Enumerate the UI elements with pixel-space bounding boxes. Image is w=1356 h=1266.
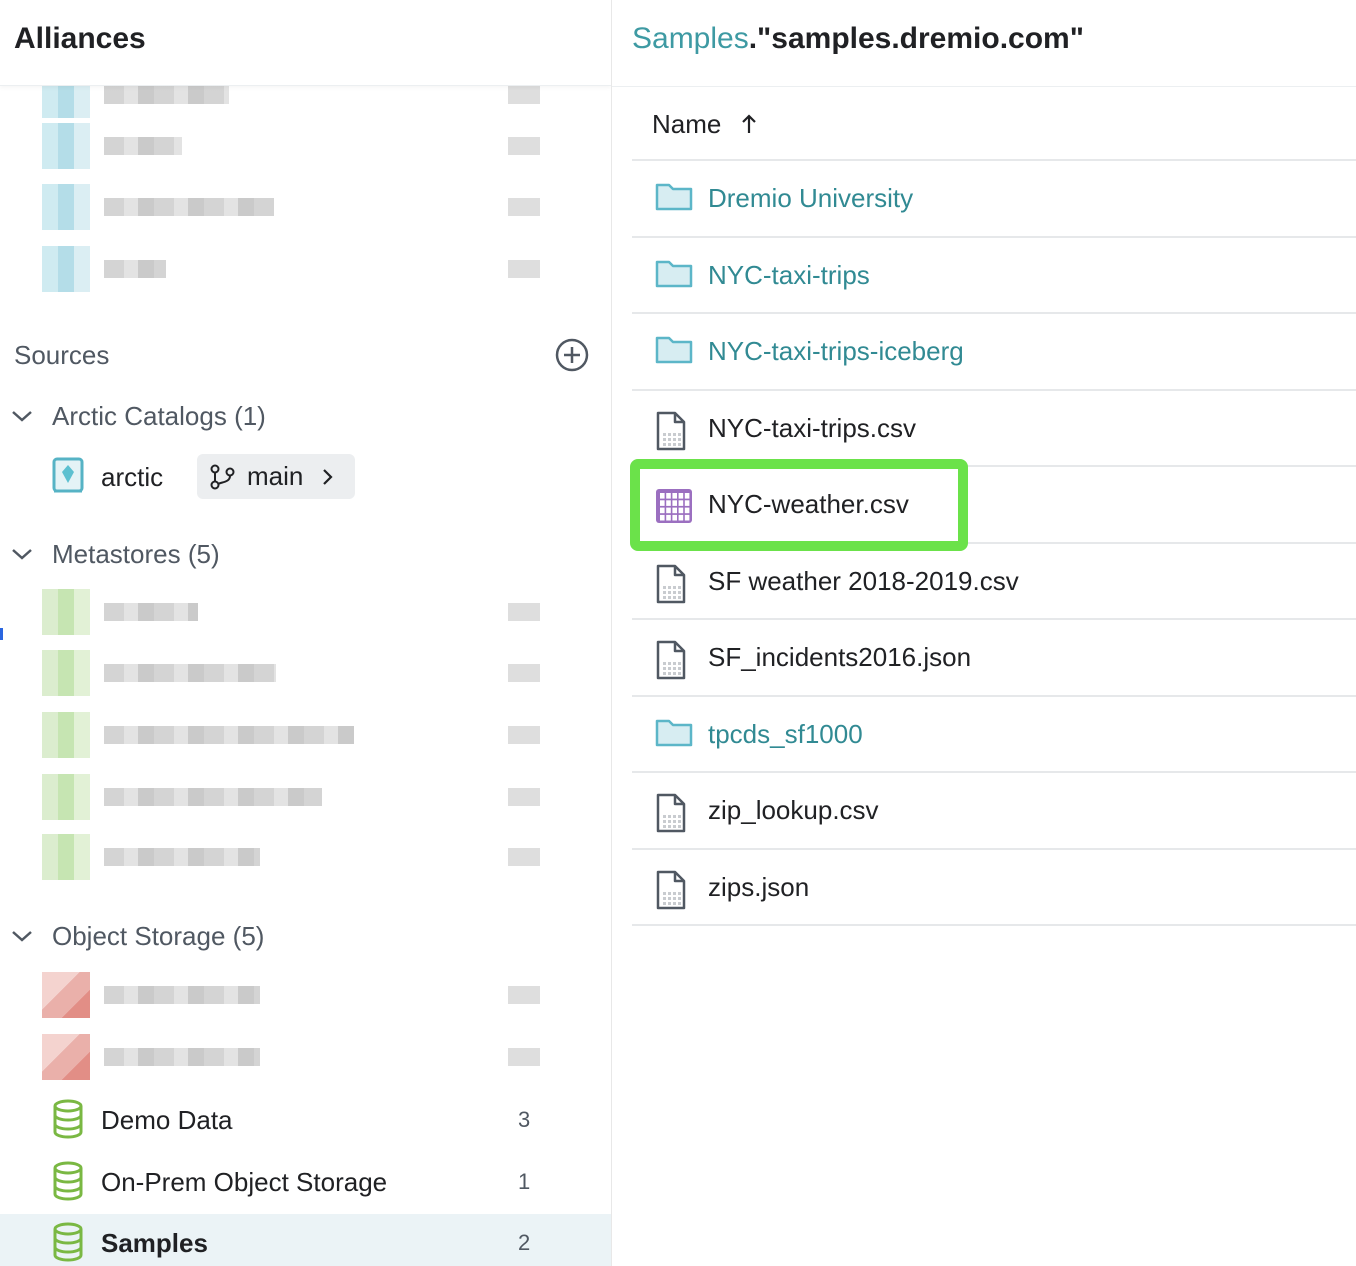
group-label: Object Storage (5)	[52, 921, 265, 951]
sidebar: Alliances Sources Arctic Catalogs (1) ar…	[0, 0, 612, 1266]
row-name[interactable]: NYC-taxi-trips-iceberg	[708, 336, 964, 366]
folder-icon	[654, 334, 694, 371]
file-icon	[654, 793, 688, 838]
source-name: On-Prem Object Storage	[101, 1166, 388, 1197]
redacted-item[interactable]	[42, 972, 562, 1018]
source-item[interactable]: On-Prem Object Storage 1	[0, 1153, 611, 1211]
dataset-table-icon	[654, 487, 694, 530]
scroll-marker	[0, 628, 3, 640]
table-header: Name	[632, 87, 1356, 161]
redacted-item[interactable]	[42, 1034, 562, 1080]
source-count: 1	[518, 1168, 531, 1194]
table-row[interactable]: NYC-weather.csv	[632, 467, 1356, 544]
add-source-button[interactable]	[555, 338, 589, 372]
arctic-catalog-name[interactable]: arctic	[101, 462, 164, 492]
redacted-item[interactable]	[42, 184, 562, 230]
table-row[interactable]: zips.json	[632, 850, 1356, 926]
database-icon	[52, 1161, 84, 1206]
redacted-item[interactable]	[42, 246, 562, 292]
sources-heading: Sources	[14, 340, 110, 370]
table-row[interactable]: zip_lookup.csv	[632, 773, 1356, 850]
divider	[612, 86, 1356, 87]
group-arctic-catalogs[interactable]: Arctic Catalogs (1)	[10, 400, 410, 434]
row-name: zips.json	[708, 871, 810, 902]
group-object-storage[interactable]: Object Storage (5)	[10, 920, 410, 954]
file-icon	[654, 411, 688, 456]
git-branch-icon	[210, 464, 235, 490]
row-name[interactable]: NYC-taxi-trips	[708, 259, 870, 290]
column-header-name[interactable]: Name	[652, 109, 722, 139]
redacted-item[interactable]	[42, 712, 562, 758]
row-name: zip_lookup.csv	[708, 795, 879, 825]
file-icon	[654, 640, 688, 685]
redacted-item[interactable]	[42, 589, 562, 635]
highlight-box	[630, 459, 968, 551]
breadcrumb-current: ."samples.dremio.com"	[748, 22, 1084, 55]
source-count: 3	[518, 1107, 531, 1132]
sidebar-title: Alliances	[14, 22, 146, 55]
main-panel: Samples."samples.dremio.com" Name Dremio…	[612, 0, 1356, 1266]
group-label: Metastores (5)	[52, 539, 220, 569]
file-icon	[654, 870, 688, 915]
sidebar-header: Alliances	[0, 0, 611, 86]
source-name: Demo Data	[101, 1105, 233, 1135]
file-icon	[654, 564, 688, 609]
arrow-up-icon[interactable]	[740, 113, 758, 135]
row-name[interactable]: tpcds_sf1000	[708, 718, 863, 749]
redacted-item[interactable]	[42, 123, 562, 169]
breadcrumb: Samples."samples.dremio.com"	[632, 22, 1084, 56]
table-row[interactable]: NYC-taxi-trips-iceberg	[632, 314, 1356, 391]
redacted-item[interactable]	[42, 650, 562, 696]
row-name: SF_incidents2016.json	[708, 642, 972, 672]
chevron-right-icon	[323, 469, 333, 485]
redacted-item[interactable]	[42, 774, 562, 820]
table-row[interactable]: NYC-taxi-trips	[632, 238, 1356, 314]
folder-icon	[654, 258, 694, 295]
branch-name: main	[247, 461, 304, 491]
group-label: Arctic Catalogs (1)	[52, 401, 266, 431]
source-count: 2	[518, 1230, 531, 1255]
plus-icon	[555, 338, 589, 372]
chevron-down-icon	[12, 411, 32, 422]
folder-icon	[654, 717, 694, 754]
row-name: NYC-weather.csv	[708, 489, 909, 519]
arctic-catalog-icon	[52, 457, 84, 500]
chevron-down-icon	[12, 931, 32, 942]
source-item[interactable]: Demo Data 3	[0, 1091, 611, 1149]
source-name: Samples	[101, 1228, 208, 1258]
row-name[interactable]: Dremio University	[708, 183, 914, 213]
row-name: SF weather 2018-2019.csv	[708, 565, 1019, 596]
branch-selector[interactable]: main	[197, 454, 355, 499]
chevron-down-icon	[12, 549, 32, 560]
table-row[interactable]: Dremio University	[632, 161, 1356, 238]
redacted-item[interactable]	[42, 834, 562, 880]
source-item[interactable]: Samples 2	[0, 1214, 611, 1266]
database-icon	[52, 1099, 84, 1144]
table-row[interactable]: SF weather 2018-2019.csv	[632, 544, 1356, 620]
table-row[interactable]: tpcds_sf1000	[632, 697, 1356, 773]
group-metastores[interactable]: Metastores (5)	[10, 538, 410, 572]
table-row[interactable]: SF_incidents2016.json	[632, 620, 1356, 697]
folder-icon	[654, 181, 694, 218]
table-row[interactable]: NYC-taxi-trips.csv	[632, 391, 1356, 467]
database-icon	[52, 1222, 84, 1266]
row-name: NYC-taxi-trips.csv	[708, 412, 917, 443]
breadcrumb-source-link[interactable]: Samples	[632, 22, 749, 55]
